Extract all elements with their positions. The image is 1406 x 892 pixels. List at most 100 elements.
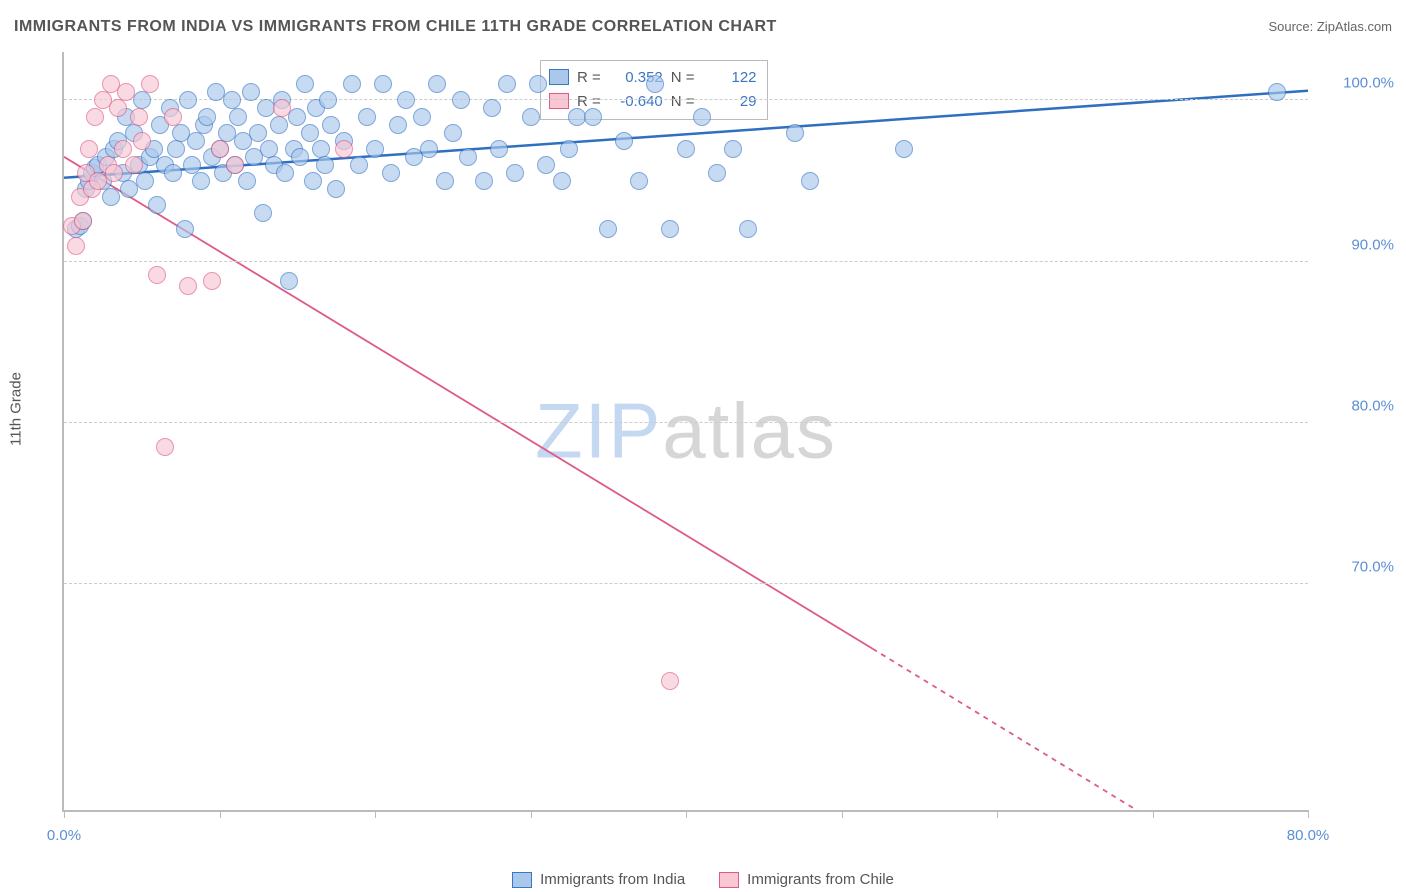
data-point-india — [270, 116, 288, 134]
data-point-india — [350, 156, 368, 174]
data-point-india — [164, 164, 182, 182]
data-point-india — [1268, 83, 1286, 101]
x-tick — [1153, 810, 1154, 818]
data-point-india — [288, 108, 306, 126]
plot-area: ZIPatlas R = 0.352 N = 122 R = -0.640 N … — [62, 52, 1308, 812]
x-tick — [64, 810, 65, 818]
y-tick-label: 100.0% — [1343, 75, 1394, 92]
chart-title: IMMIGRANTS FROM INDIA VS IMMIGRANTS FROM… — [14, 18, 777, 36]
data-point-india — [276, 164, 294, 182]
data-point-india — [560, 140, 578, 158]
data-point-india — [739, 220, 757, 238]
data-point-india — [176, 220, 194, 238]
data-point-india — [475, 172, 493, 190]
data-point-india — [724, 140, 742, 158]
legend-item-chile: Immigrants from Chile — [719, 871, 894, 888]
x-tick — [1308, 810, 1309, 818]
data-point-india — [296, 75, 314, 93]
data-point-chile — [148, 266, 166, 284]
data-point-india — [452, 91, 470, 109]
data-point-india — [708, 164, 726, 182]
y-tick-label: 80.0% — [1351, 397, 1394, 414]
r-label-2: R = — [577, 93, 601, 110]
data-point-india — [786, 124, 804, 142]
data-point-chile — [203, 272, 221, 290]
data-point-india — [322, 116, 340, 134]
data-point-chile — [114, 140, 132, 158]
data-point-india — [242, 83, 260, 101]
data-point-chile — [117, 83, 135, 101]
data-point-chile — [156, 438, 174, 456]
data-point-india — [167, 140, 185, 158]
data-point-india — [413, 108, 431, 126]
data-point-chile — [226, 156, 244, 174]
legend-label-chile: Immigrants from Chile — [747, 871, 894, 888]
x-tick — [997, 810, 998, 818]
legend-item-india: Immigrants from India — [512, 871, 685, 888]
data-point-india — [187, 132, 205, 150]
data-point-chile — [67, 237, 85, 255]
data-point-chile — [130, 108, 148, 126]
data-point-india — [102, 188, 120, 206]
swatch-india-icon — [549, 69, 569, 85]
x-tick — [531, 810, 532, 818]
data-point-chile — [105, 164, 123, 182]
data-point-india — [382, 164, 400, 182]
data-point-india — [304, 172, 322, 190]
n-label: N = — [671, 69, 695, 86]
swatch-chile-icon — [549, 93, 569, 109]
data-point-india — [677, 140, 695, 158]
data-point-india — [366, 140, 384, 158]
data-point-chile — [125, 156, 143, 174]
legend-swatch-chile-icon — [719, 872, 739, 888]
data-point-india — [801, 172, 819, 190]
data-point-chile — [211, 140, 229, 158]
x-tick-label: 80.0% — [1287, 827, 1330, 844]
data-point-india — [249, 124, 267, 142]
y-tick-label: 70.0% — [1351, 559, 1394, 576]
data-point-india — [254, 204, 272, 222]
data-point-chile — [661, 672, 679, 690]
gridline — [64, 422, 1308, 423]
n-value-india: 122 — [703, 69, 757, 86]
data-point-chile — [74, 212, 92, 230]
data-point-india — [192, 172, 210, 190]
data-point-india — [327, 180, 345, 198]
data-point-india — [529, 75, 547, 93]
data-point-india — [436, 172, 454, 190]
data-point-india — [179, 91, 197, 109]
data-point-chile — [164, 108, 182, 126]
r-label: R = — [577, 69, 601, 86]
legend-label-india: Immigrants from India — [540, 871, 685, 888]
data-point-india — [661, 220, 679, 238]
y-tick-label: 90.0% — [1351, 236, 1394, 253]
r-value-chile: -0.640 — [609, 93, 663, 110]
data-point-india — [133, 91, 151, 109]
data-point-india — [183, 156, 201, 174]
data-point-india — [397, 91, 415, 109]
data-point-india — [490, 140, 508, 158]
data-point-india — [615, 132, 633, 150]
n-value-chile: 29 — [703, 93, 757, 110]
data-point-india — [374, 75, 392, 93]
data-point-india — [646, 75, 664, 93]
data-point-chile — [141, 75, 159, 93]
gridline — [64, 261, 1308, 262]
data-point-india — [428, 75, 446, 93]
data-point-india — [483, 99, 501, 117]
data-point-india — [358, 108, 376, 126]
data-point-india — [584, 108, 602, 126]
data-point-india — [537, 156, 555, 174]
data-point-india — [895, 140, 913, 158]
watermark-zip: ZIP — [535, 387, 662, 475]
data-point-india — [693, 108, 711, 126]
watermark-atlas: atlas — [662, 387, 837, 475]
data-point-india — [229, 108, 247, 126]
data-point-india — [522, 108, 540, 126]
data-point-chile — [335, 140, 353, 158]
data-point-india — [136, 172, 154, 190]
trend-lines — [64, 52, 1308, 810]
x-tick — [686, 810, 687, 818]
data-point-chile — [86, 108, 104, 126]
x-tick — [220, 810, 221, 818]
